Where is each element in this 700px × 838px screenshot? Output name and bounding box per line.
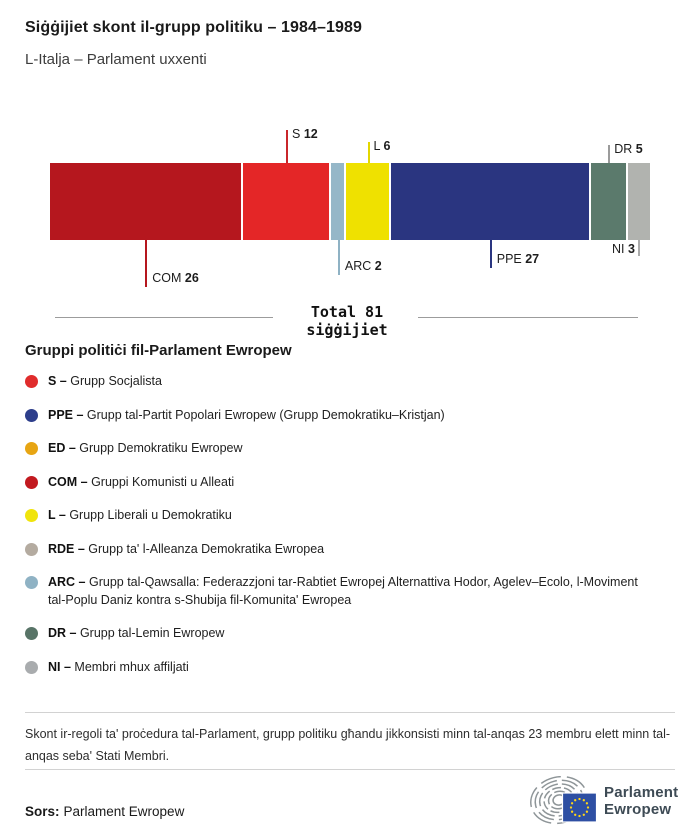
source-value: Parlament Ewropew [63, 804, 185, 819]
legend-item-PPE: PPE – Grupp tal-Partit Popolari Ewropew … [25, 407, 655, 425]
callout-label-DR: DR 5 [614, 142, 643, 156]
bar-segment-COM [50, 163, 243, 240]
legend-item-DR: DR – Grupp tal-Lemin Ewropew [25, 625, 655, 643]
callout-label-COM: COM 26 [152, 271, 199, 285]
logo-wordmark-line1: Parlament [604, 784, 679, 801]
total-label-line1: Total 81 [310, 303, 384, 321]
legend-heading: Gruppi politiċi fil-Parlament Ewropew [25, 342, 292, 359]
callout-tick-S [286, 130, 289, 163]
callout-label-ARC: ARC 2 [344, 259, 382, 273]
callout-tick-DR [608, 145, 611, 163]
bar-segment-DR [590, 163, 628, 240]
legend-label: ED – Grupp Demokratiku Ewropew [48, 441, 243, 455]
legend-item-COM: COM – Gruppi Komunisti u Alleati [25, 474, 655, 492]
footnote-divider-top [25, 712, 675, 713]
bar-segment-ARC [331, 163, 347, 240]
bar-segment-PPE [390, 163, 591, 240]
legend-label: COM – Gruppi Komunisti u Alleati [48, 474, 235, 489]
legend-dot-icon [25, 576, 38, 589]
legend-dot-icon [25, 660, 38, 674]
callout-tick-PPE [489, 240, 492, 268]
european-parliament-logo-icon [530, 776, 598, 825]
callout-label-PPE: PPE 27 [496, 252, 540, 266]
bar-segment-L [346, 163, 391, 240]
legend-dot-icon [25, 408, 38, 422]
legend-dot-icon [25, 442, 38, 455]
legend-item-RDE: RDE – Grupp ta' l-Alleanza Demokratika E… [25, 541, 655, 559]
legend-label: L – Grupp Liberali u Demokratiku [48, 508, 232, 522]
legend-dot-icon [25, 509, 38, 522]
legend-dot-icon [25, 375, 38, 388]
callout-tick-NI [637, 240, 640, 256]
total-label-line2: siġġijiet [306, 321, 388, 339]
legend: S – Grupp Socjalista PPE – Grupp tal-Part… [25, 373, 655, 692]
legend-label: ARC – Grupp tal-Qawsalla: Federazzjoni t… [48, 575, 638, 607]
logo-wordmark-line2: Ewropew [604, 801, 672, 818]
legend-item-L: L – Grupp Liberali u Demokratiku [25, 507, 655, 525]
legend-dot-icon [25, 542, 38, 556]
callout-label-NI: NI 3 [611, 242, 635, 256]
bar-segment-S [242, 163, 332, 240]
legend-dot-icon [25, 475, 38, 489]
legend-item-ED: ED – Grupp Demokratiku Ewropew [25, 440, 655, 458]
legend-item-NI: NI – Membri mhux affiljati [25, 659, 655, 677]
page-subtitle: L-Italja – Parlament uxxenti [25, 51, 207, 68]
callout-label-S: S 12 [292, 127, 318, 141]
legend-label: NI – Membri mhux affiljati [48, 659, 189, 674]
legend-label: DR – Grupp tal-Lemin Ewropew [48, 626, 225, 640]
footnote: Skont ir-regoli ta' proċedura tal-Parlam… [25, 727, 671, 763]
bar-segment-NI [627, 163, 650, 240]
total-divider-left [55, 317, 273, 318]
callout-tick-COM [145, 240, 148, 287]
eu-stars [569, 797, 590, 818]
legend-label: RDE – Grupp ta' l-Alleanza Demokratika E… [48, 541, 325, 556]
callout-tick-ARC [337, 240, 340, 275]
legend-label: S – Grupp Socjalista [48, 374, 162, 388]
footnote-divider-bottom [25, 769, 675, 770]
callout-label-L: L 6 [373, 139, 391, 153]
source-label: Sors: [25, 804, 60, 819]
legend-item-ARC: ARC – Grupp tal-Qawsalla: Federazzjoni t… [25, 574, 655, 609]
legend-label: PPE – Grupp tal-Partit Popolari Ewropew … [48, 407, 445, 422]
stacked-bar-chart [50, 163, 650, 240]
source-line: Sors: Parlament Ewropew [25, 804, 184, 819]
logo-wordmark: Parlament Ewropew [604, 784, 678, 818]
page-title: Siġġijiet skont il-grupp politiku – 1984… [25, 19, 363, 36]
legend-dot-icon [25, 627, 38, 640]
callout-tick-L [367, 142, 370, 163]
legend-item-S: S – Grupp Socjalista [25, 373, 655, 391]
total-divider-right [418, 317, 638, 318]
